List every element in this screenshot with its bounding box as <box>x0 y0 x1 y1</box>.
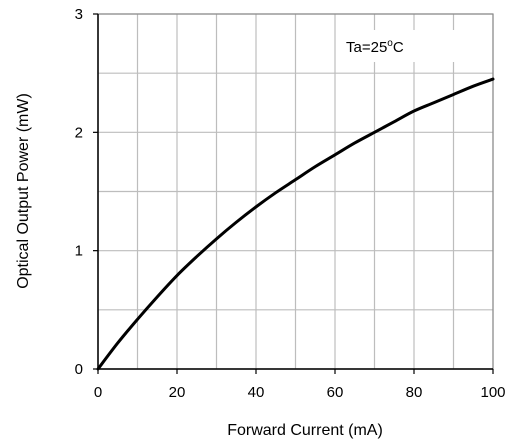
annotation-prefix: Ta=25 <box>346 39 387 56</box>
annotation-text: Ta=25oC <box>346 38 404 56</box>
y-tick-label: 0 <box>75 361 83 378</box>
x-tick-label: 100 <box>480 384 505 401</box>
annotation-box <box>336 30 456 62</box>
annotation-suffix: C <box>393 39 404 56</box>
annotation-degree: o <box>387 38 393 49</box>
x-tick-label: 60 <box>327 384 344 401</box>
x-tick-label: 40 <box>248 384 265 401</box>
x-tick-labels: 0 20 40 60 80 100 <box>94 369 506 401</box>
x-tick-label: 0 <box>94 384 102 401</box>
x-axis-title: Forward Current (mA) <box>227 422 383 439</box>
temperature-annotation: Ta=25oC <box>336 30 456 62</box>
series <box>96 77 495 371</box>
y-axis-title: Optical Output Power (mW) <box>15 93 32 289</box>
y-tick-labels: 0 1 2 3 <box>75 6 98 378</box>
plot-frame <box>97 13 494 370</box>
series-line <box>96 77 495 371</box>
y-tick-label: 1 <box>75 243 83 260</box>
x-tick-label: 80 <box>406 384 423 401</box>
y-tick-label: 2 <box>75 124 83 141</box>
x-tick-label: 20 <box>169 384 186 401</box>
y-tick-label: 3 <box>75 6 83 23</box>
